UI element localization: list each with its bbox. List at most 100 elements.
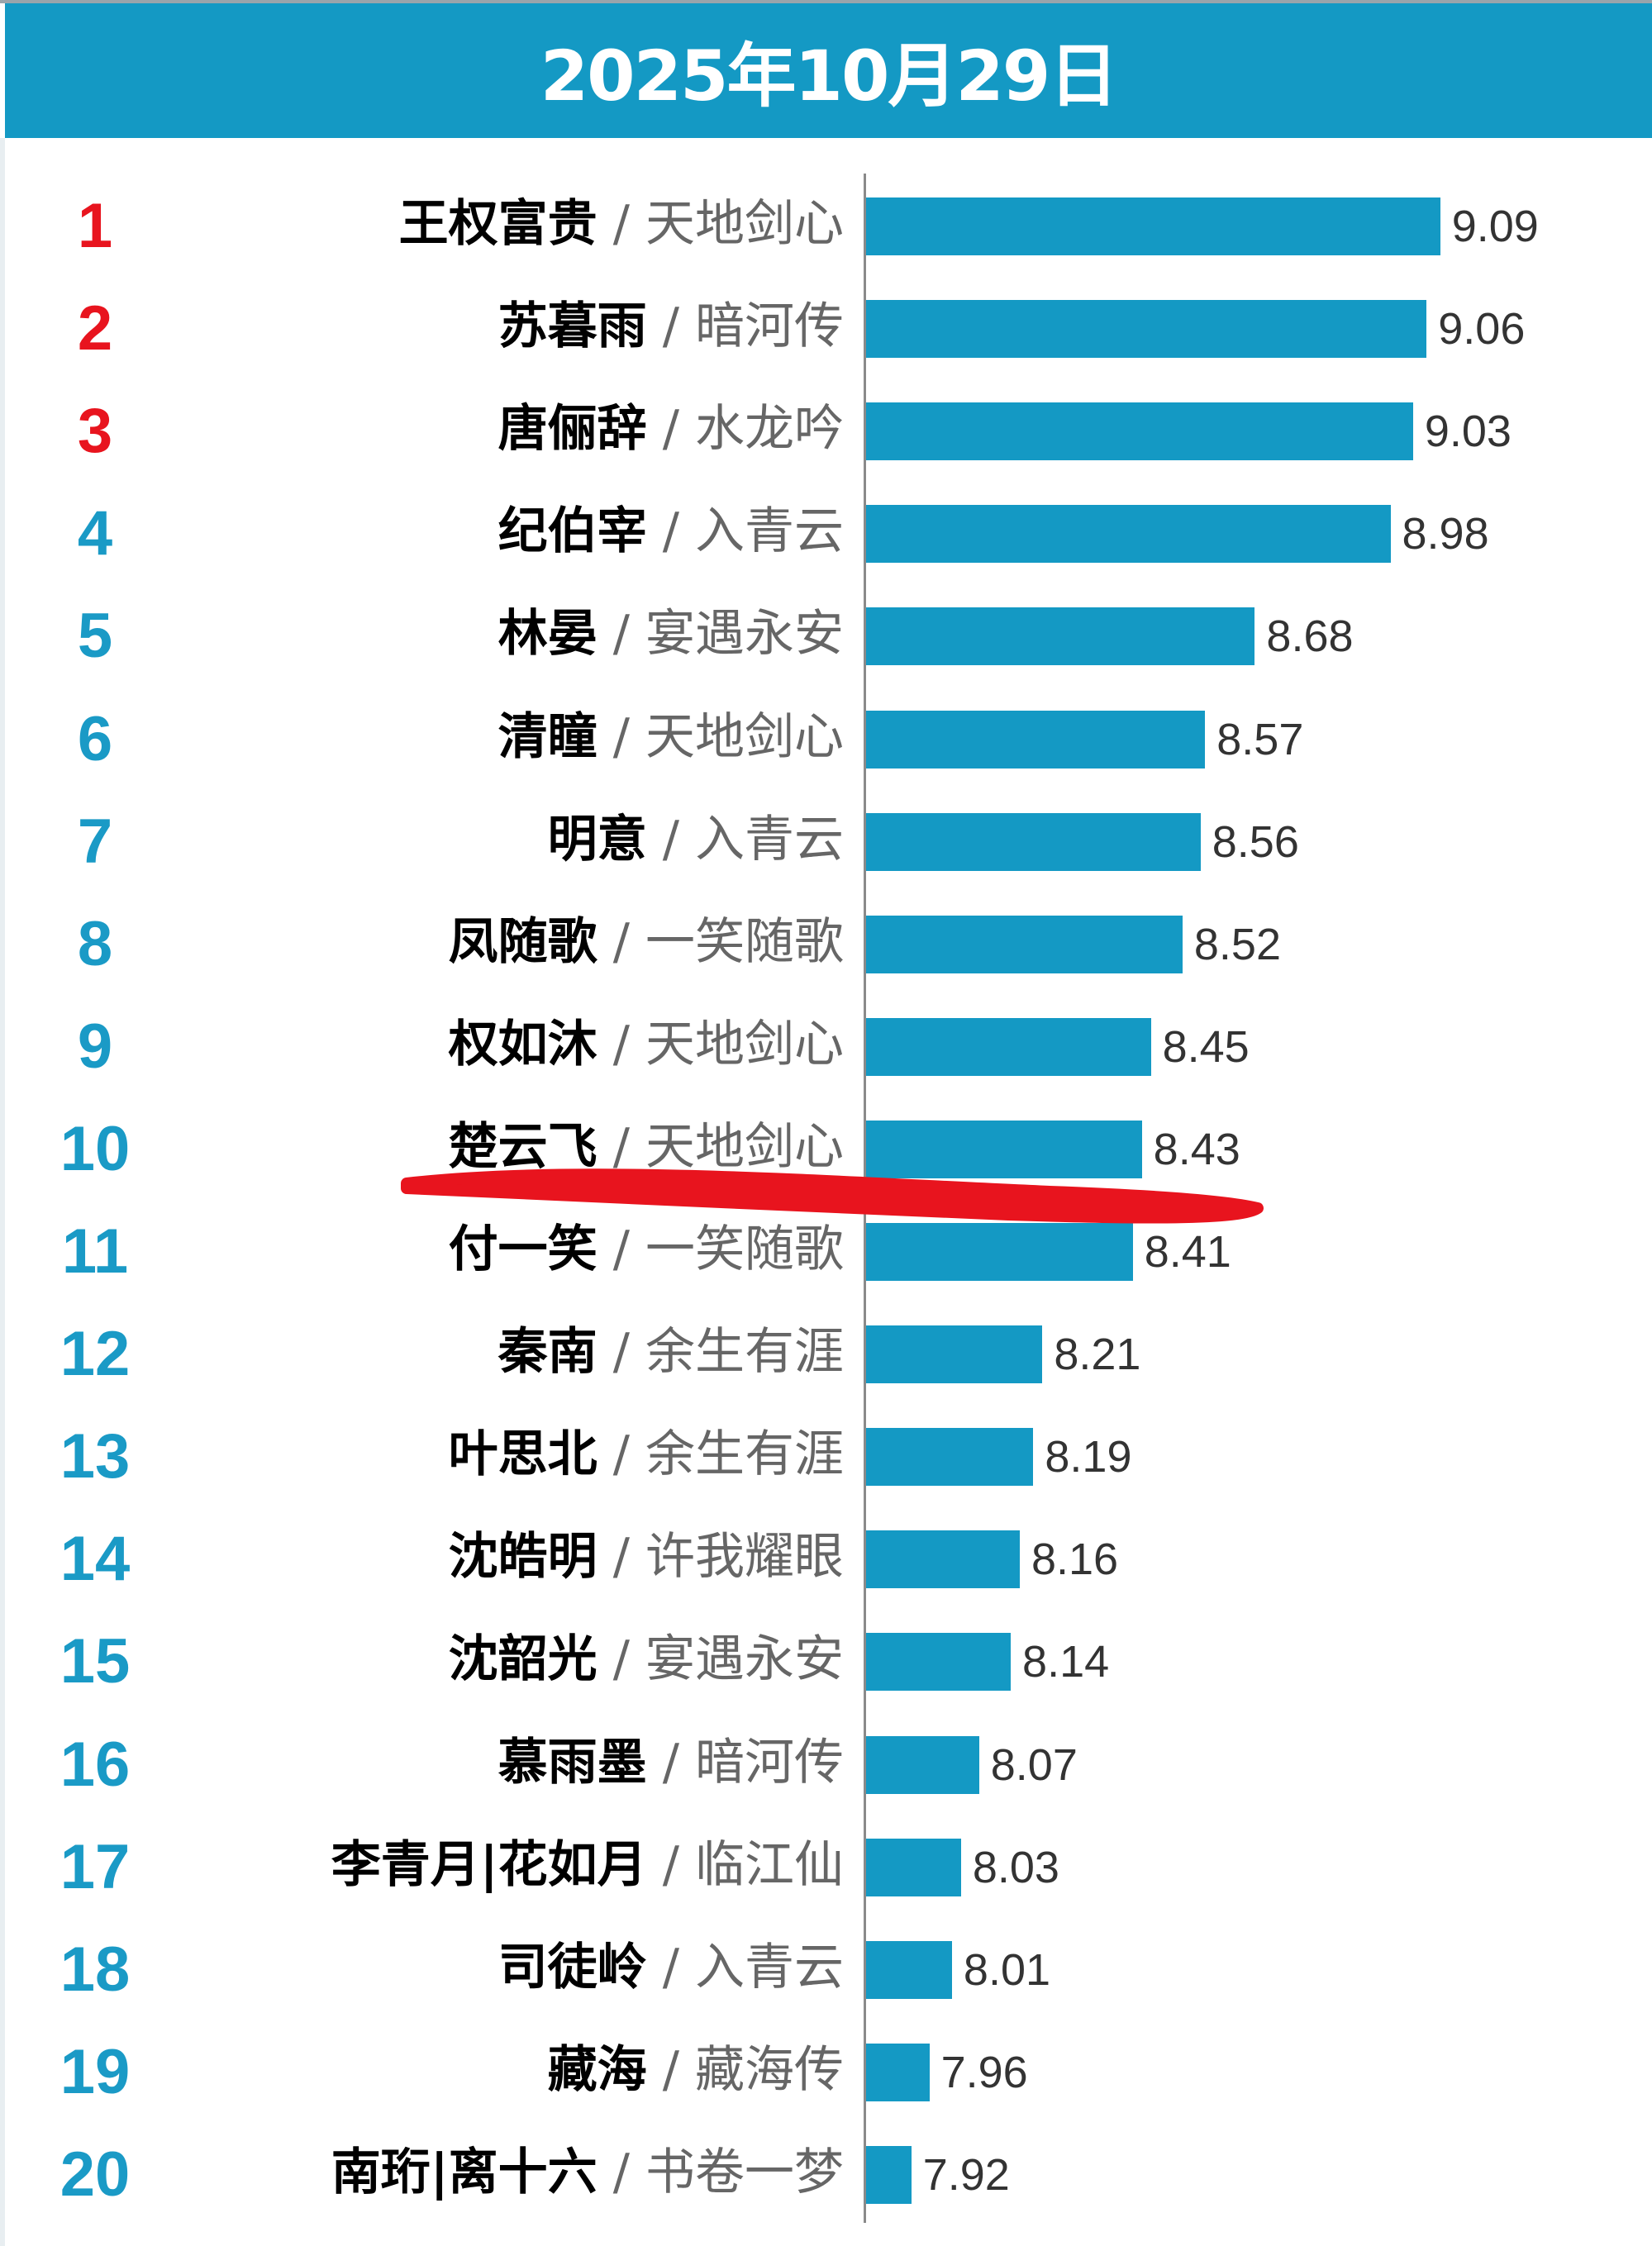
rank-number: 11 — [61, 1216, 129, 1287]
chart-row: 9 权如沐 / 天地剑心 8.45 — [0, 996, 1652, 1098]
separator: / — [597, 1015, 645, 1073]
row-label: 藏海 / 藏海传 — [548, 2039, 844, 2101]
value-label: 8.07 — [990, 1739, 1078, 1790]
rank-number: 1 — [77, 191, 113, 261]
value-label: 8.98 — [1402, 509, 1489, 559]
character-name: 叶思北 — [448, 1425, 597, 1484]
value-label: 8.52 — [1193, 919, 1281, 969]
left-edge — [0, 138, 5, 2246]
value-label: 9.09 — [1451, 202, 1539, 251]
value-label: 8.41 — [1144, 1227, 1231, 1277]
character-name: 司徒岭 — [498, 1938, 647, 1996]
chart-row: 2 苏暮雨 / 暗河传 9.06 — [0, 278, 1652, 380]
character-name: 权如沐 — [448, 1015, 597, 1073]
row-label: 纪伯宰 / 入青云 — [498, 501, 844, 562]
drama-title: 临江仙 — [695, 1835, 844, 1894]
rank-number: 18 — [60, 1934, 131, 2005]
value-label: 9.03 — [1424, 407, 1512, 457]
character-name: 南珩|离十六 — [331, 2143, 597, 2201]
rank-number: 9 — [77, 1011, 113, 1082]
bar — [866, 1017, 1151, 1076]
row-label: 南珩|离十六 / 书卷一梦 — [331, 2142, 844, 2203]
bar — [866, 1120, 1142, 1178]
bar — [866, 1223, 1133, 1281]
value-label: 7.92 — [922, 2149, 1010, 2200]
character-name: 清瞳 — [498, 707, 597, 766]
red-underline-annotation — [401, 1168, 1264, 1224]
drama-title: 天地剑心 — [645, 1015, 844, 1073]
value-label: 8.19 — [1045, 1432, 1132, 1482]
character-name: 凤随歌 — [448, 912, 597, 971]
separator: / — [597, 1425, 645, 1484]
chart-row: 5 林晏 / 宴遇永安 8.68 — [0, 585, 1652, 688]
row-label: 秦南 / 余生有涯 — [498, 1321, 844, 1382]
bar — [866, 402, 1413, 461]
row-label: 唐俪辞 / 水龙吟 — [498, 398, 844, 459]
drama-title: 余生有涯 — [645, 1425, 844, 1484]
character-name: 明意 — [547, 810, 647, 868]
chart-row: 13 叶思北 / 余生有涯 8.19 — [0, 1406, 1652, 1508]
separator: / — [597, 1221, 645, 1278]
separator: / — [597, 195, 645, 253]
chart-row: 20 南珩|离十六 / 书卷一梦 7.92 — [0, 2124, 1652, 2226]
value-label: 8.57 — [1216, 714, 1304, 764]
drama-title: 书卷一梦 — [645, 2143, 844, 2201]
bar — [866, 1735, 979, 1794]
drama-title: 一笑随歌 — [645, 1221, 844, 1278]
drama-title: 余生有涯 — [645, 1323, 844, 1382]
rank-number: 20 — [60, 2139, 131, 2210]
value-label: 8.16 — [1031, 1535, 1119, 1585]
drama-title: 天地剑心 — [645, 707, 844, 766]
character-name: 李青月|花如月 — [331, 1835, 647, 1894]
chart-row: 12 秦南 / 余生有涯 8.21 — [0, 1303, 1652, 1406]
bar — [866, 915, 1183, 973]
character-name: 慕雨墨 — [498, 1733, 647, 1792]
row-label: 王权富贵 / 天地剑心 — [399, 193, 844, 255]
drama-title: 暗河传 — [695, 1733, 844, 1792]
row-label: 清瞳 / 天地剑心 — [498, 707, 844, 768]
bar — [866, 2043, 930, 2101]
separator: / — [646, 297, 695, 356]
chart-row: 18 司徒岭 / 入青云 8.01 — [0, 1919, 1652, 2021]
value-label: 7.96 — [940, 2047, 1028, 2097]
separator: / — [646, 810, 695, 868]
separator: / — [597, 1117, 645, 1176]
rank-number: 8 — [77, 908, 113, 979]
rank-number: 5 — [77, 601, 113, 672]
bar — [866, 1428, 1034, 1487]
separator: / — [597, 912, 645, 971]
separator: / — [597, 1528, 645, 1587]
rank-number: 4 — [77, 498, 113, 569]
chart-row: 16 慕雨墨 / 暗河传 8.07 — [0, 1714, 1652, 1816]
rank-number: 2 — [77, 293, 113, 364]
character-name: 唐俪辞 — [498, 400, 647, 459]
bar — [866, 1940, 952, 1999]
bar — [866, 607, 1255, 666]
row-label: 李青月|花如月 / 临江仙 — [331, 1834, 844, 1896]
row-label: 林晏 / 宴遇永安 — [498, 603, 844, 664]
separator: / — [646, 1733, 695, 1792]
separator: / — [646, 2040, 695, 2099]
bar — [866, 812, 1201, 871]
drama-title: 天地剑心 — [645, 195, 844, 253]
row-label: 司徒岭 / 入青云 — [498, 1937, 844, 1998]
separator: / — [597, 1323, 645, 1382]
drama-title: 水龙吟 — [695, 400, 844, 459]
character-name: 楚云飞 — [448, 1117, 597, 1176]
chart-row: 3 唐俪辞 / 水龙吟 9.03 — [0, 380, 1652, 483]
value-label: 8.21 — [1054, 1330, 1141, 1380]
row-label: 苏暮雨 / 暗河传 — [498, 296, 844, 357]
header-banner: 2025年10月29日 — [5, 3, 1652, 138]
bar — [866, 197, 1440, 255]
drama-title: 一笑随歌 — [645, 912, 844, 971]
row-label: 叶思北 / 余生有涯 — [449, 1424, 844, 1485]
bar — [866, 2145, 912, 2204]
row-label: 明意 / 入青云 — [548, 809, 844, 870]
separator: / — [597, 605, 645, 664]
character-name: 秦南 — [498, 1323, 597, 1382]
chart-row: 8 凤随歌 / 一笑随歌 8.52 — [0, 893, 1652, 996]
row-label: 付一笑 / 一笑随歌 — [449, 1219, 844, 1280]
value-label: 8.56 — [1212, 816, 1299, 867]
rank-number: 10 — [60, 1113, 131, 1184]
